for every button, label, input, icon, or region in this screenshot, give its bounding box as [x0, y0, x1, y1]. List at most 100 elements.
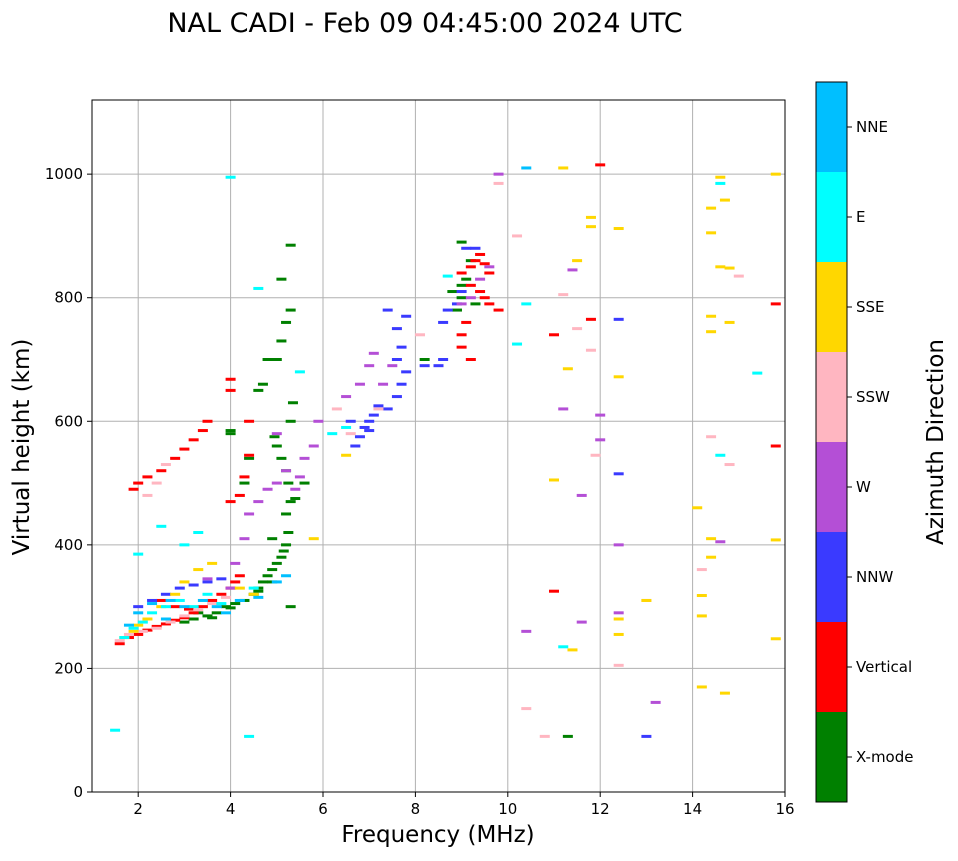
- data-point: [331, 407, 342, 411]
- data-point: [719, 691, 730, 695]
- series-sse: [119, 166, 781, 695]
- data-point: [382, 407, 393, 411]
- data-point: [285, 308, 296, 312]
- y-tick-label: 400: [54, 536, 83, 554]
- data-point: [770, 538, 781, 542]
- data-point: [193, 568, 204, 572]
- data-point: [613, 227, 624, 231]
- data-point: [147, 598, 158, 602]
- data-point: [278, 549, 289, 553]
- data-point: [137, 620, 148, 624]
- data-point: [595, 413, 606, 417]
- data-point: [133, 611, 144, 615]
- series-vertical: [114, 163, 781, 646]
- data-point: [234, 598, 245, 602]
- colorbar-segment: [816, 172, 847, 262]
- data-point: [724, 320, 735, 324]
- data-point: [706, 330, 717, 334]
- data-point: [276, 555, 287, 559]
- data-point: [475, 277, 486, 281]
- data-point: [188, 611, 199, 615]
- data-point: [558, 293, 569, 297]
- data-point: [133, 552, 144, 556]
- data-point: [706, 435, 717, 439]
- data-point: [225, 377, 236, 381]
- data-point: [470, 259, 481, 263]
- series-w: [202, 172, 726, 704]
- data-point: [770, 172, 781, 176]
- data-point: [202, 614, 213, 618]
- data-point: [276, 456, 287, 460]
- axes: 2 4 6 8 10 12 14 16 0 200 400 600 800 1000: [45, 165, 795, 818]
- data-point: [147, 611, 158, 615]
- plot-frame: [91, 99, 786, 793]
- data-point: [456, 296, 467, 300]
- data-point: [706, 555, 717, 559]
- data-point: [299, 481, 310, 485]
- data-point: [179, 543, 190, 547]
- data-point: [438, 320, 449, 324]
- data-point: [179, 605, 190, 609]
- data-point: [281, 543, 292, 547]
- data-point: [202, 580, 213, 584]
- data-point: [160, 617, 171, 621]
- data-point: [285, 419, 296, 423]
- data-point: [225, 500, 236, 504]
- data-point: [354, 382, 365, 386]
- data-point: [193, 531, 204, 534]
- data-point: [225, 175, 236, 179]
- data-point: [692, 506, 703, 510]
- data-point: [706, 231, 717, 235]
- colorbar-label: Azimuth Direction: [923, 339, 949, 545]
- data-point: [562, 734, 573, 738]
- data-point: [396, 345, 407, 349]
- data-point: [128, 629, 139, 633]
- data-point: [308, 537, 319, 541]
- data-point: [244, 734, 255, 738]
- x-tick-label: 10: [498, 800, 517, 818]
- series-nne: [123, 166, 532, 627]
- data-point: [512, 234, 523, 238]
- data-point: [188, 438, 199, 442]
- data-point: [253, 500, 264, 504]
- data-point: [442, 308, 453, 312]
- data-point: [378, 382, 389, 386]
- data-point: [585, 348, 596, 352]
- data-point: [696, 594, 707, 598]
- data-point: [715, 540, 726, 544]
- data-point: [156, 524, 167, 528]
- colorbar-segment: [816, 352, 847, 442]
- data-point: [271, 432, 282, 436]
- data-point: [225, 429, 236, 433]
- data-point: [724, 463, 735, 467]
- data-point: [283, 481, 294, 485]
- data-point: [299, 456, 310, 460]
- x-tick-label: 6: [318, 800, 328, 818]
- data-point: [119, 636, 130, 640]
- data-point: [283, 531, 294, 534]
- data-point: [179, 614, 190, 618]
- data-point: [479, 296, 490, 300]
- data-point: [433, 364, 444, 368]
- data-point: [595, 163, 606, 167]
- data-point: [179, 580, 190, 584]
- data-point: [276, 339, 287, 343]
- data-point: [641, 598, 652, 602]
- data-point: [456, 240, 467, 244]
- x-tick-label: 8: [411, 800, 421, 818]
- data-point: [493, 172, 504, 176]
- data-point: [696, 685, 707, 689]
- data-point: [170, 605, 181, 609]
- x-axis-label: Frequency (MHz): [341, 822, 534, 848]
- data-point: [267, 568, 278, 572]
- data-point: [165, 620, 176, 624]
- data-point: [202, 419, 213, 423]
- data-point: [442, 274, 453, 278]
- data-point: [128, 487, 139, 491]
- data-point: [225, 606, 236, 610]
- data-point: [174, 586, 185, 590]
- data-point: [451, 308, 462, 312]
- data-point: [696, 568, 707, 572]
- data-point: [248, 592, 259, 596]
- data-point: [576, 620, 587, 624]
